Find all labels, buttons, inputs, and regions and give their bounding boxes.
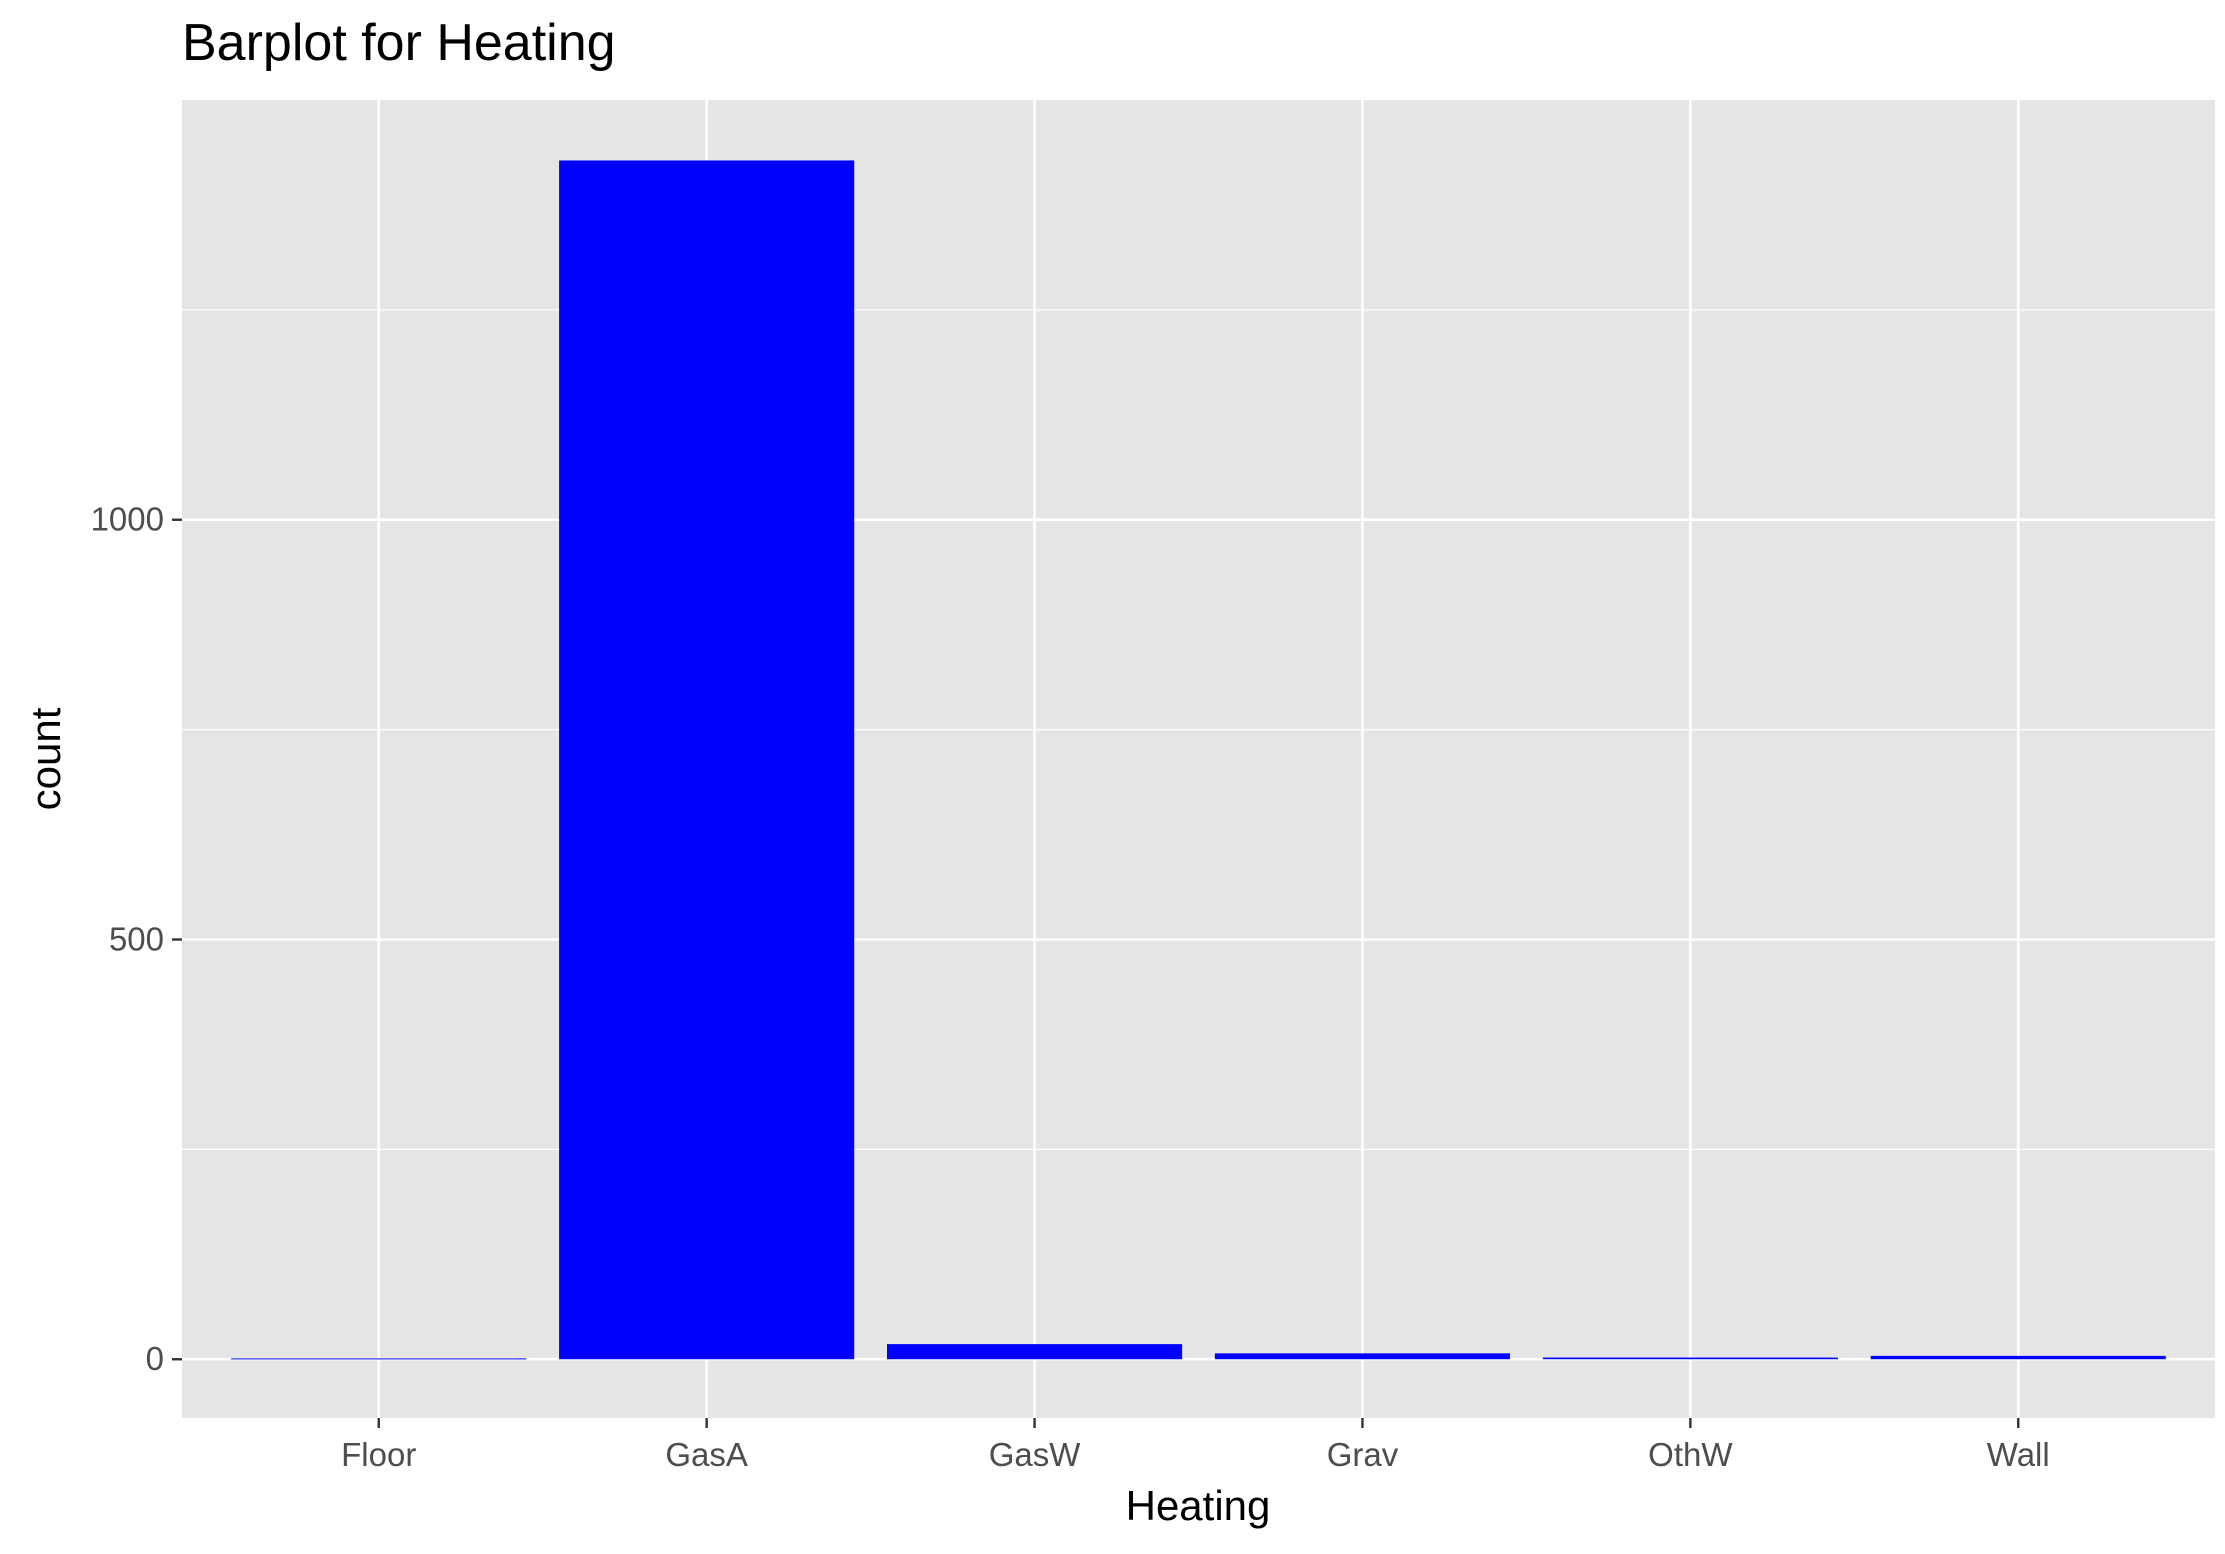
x-axis-ticks: Floor GasA GasW Grav OthW Wall — [341, 1418, 2050, 1473]
bars — [231, 160, 2166, 1360]
y-tick-label: 1000 — [91, 501, 164, 538]
bar-wall — [1870, 1355, 2166, 1360]
plot-panel — [182, 100, 2215, 1418]
y-axis-title: count — [22, 707, 69, 810]
x-tick-label: OthW — [1648, 1436, 1733, 1473]
bar-othw — [1542, 1357, 1838, 1360]
x-tick-label: GasW — [989, 1436, 1082, 1473]
y-tick-label: 0 — [146, 1340, 164, 1377]
minor-gridlines — [182, 309, 2215, 1150]
bar-gasa — [559, 160, 855, 1360]
bar-grav — [1214, 1353, 1511, 1360]
chart-title: Barplot for Heating — [182, 14, 616, 72]
x-tick-label: Wall — [1987, 1436, 2050, 1473]
x-tick-label: Floor — [341, 1436, 416, 1473]
y-tick-label: 500 — [109, 920, 164, 957]
x-tick-label: Grav — [1327, 1436, 1399, 1473]
x-axis-title: Heating — [1126, 1482, 1271, 1529]
x-tick-label: GasA — [665, 1436, 748, 1473]
y-axis-ticks: 0 500 1000 — [91, 501, 182, 1377]
bar-gasw — [886, 1344, 1183, 1360]
bar-floor — [231, 1358, 527, 1360]
